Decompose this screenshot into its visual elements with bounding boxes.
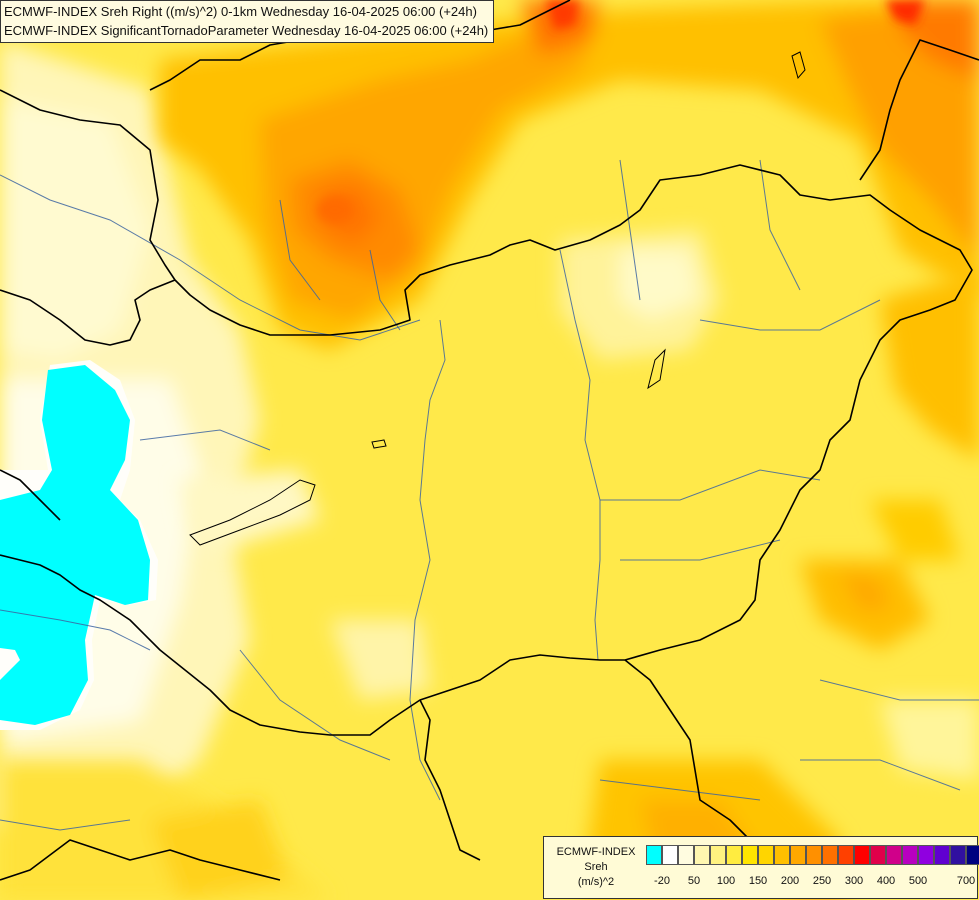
legend-swatch <box>838 845 854 865</box>
legend-swatch <box>710 845 726 865</box>
legend-swatch <box>774 845 790 865</box>
rivers <box>0 159 979 831</box>
legend-swatch <box>950 845 966 865</box>
legend-swatch <box>902 845 918 865</box>
legend-title-param: Sreh <box>584 861 608 873</box>
legend-swatch <box>678 845 694 865</box>
legend-tick-label: 400 <box>876 875 896 887</box>
legend-swatch <box>822 845 838 865</box>
legend-swatch <box>790 845 806 865</box>
legend-swatch <box>758 845 774 865</box>
legend-tick-label: -20 <box>654 875 670 887</box>
legend-swatch <box>854 845 870 865</box>
field-orange-north <box>160 0 979 350</box>
map-title-box: ECMWF-INDEX Sreh Right ((m/s)^2) 0-1km W… <box>0 0 495 43</box>
legend-title-unit: (m/s)^2 <box>577 876 615 888</box>
lakes <box>189 51 806 546</box>
legend-swatch <box>918 845 934 865</box>
legend-swatch <box>806 845 822 865</box>
legend-tick-label: 250 <box>812 875 832 887</box>
legend-swatch <box>886 845 902 865</box>
legend-swatch <box>966 845 979 865</box>
legend-tick-label: 100 <box>716 875 736 887</box>
legend-swatch <box>694 845 710 865</box>
field-orange-east <box>800 270 979 650</box>
legend-title-model: ECMWF-INDEX <box>556 846 636 858</box>
title-line-stp: ECMWF-INDEX SignificantTornadoParameter … <box>4 23 489 38</box>
legend-swatch <box>646 845 662 865</box>
title-line-srh: ECMWF-INDEX Sreh Right ((m/s)^2) 0-1km W… <box>4 4 477 19</box>
legend-tick-label: 200 <box>780 875 800 887</box>
legend-tick-label: 300 <box>844 875 864 887</box>
legend-title: ECMWF-INDEX Sreh (m/s)^2 <box>548 845 644 890</box>
legend-swatch <box>726 845 742 865</box>
legend-swatch <box>742 845 758 865</box>
legend-tick-label: 500 <box>908 875 928 887</box>
legend-swatch <box>662 845 678 865</box>
field-cyan-west <box>0 360 158 730</box>
field-yellow-sw <box>0 760 330 900</box>
legend-tick-label: 700 <box>956 875 976 887</box>
legend-swatch <box>934 845 950 865</box>
legend-tick-label: 50 <box>687 875 701 887</box>
color-legend: ECMWF-INDEX Sreh (m/s)^2 -20 50 100 150 200 2… <box>543 836 979 899</box>
legend-tick-label: 150 <box>748 875 768 887</box>
legend-swatch <box>870 845 886 865</box>
